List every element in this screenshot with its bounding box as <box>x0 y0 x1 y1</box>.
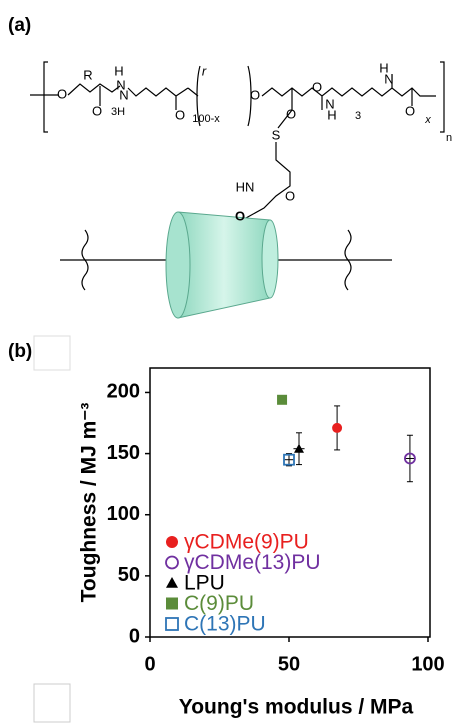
legend-marker <box>166 598 178 610</box>
atom-label: O <box>235 208 245 223</box>
y-tick-label: 100 <box>107 503 140 525</box>
cyclodextrin <box>166 212 278 318</box>
atom-label: N <box>384 71 393 86</box>
y-axis-label: Toughness / MJ m⁻³ <box>78 403 101 603</box>
atom-label: O <box>285 188 295 203</box>
blank-box <box>34 336 70 370</box>
atom-label: H <box>114 63 123 78</box>
atom-label: O <box>286 106 296 121</box>
marker <box>332 423 342 433</box>
atom-label: O <box>57 86 67 101</box>
atom-label: R <box>83 67 92 82</box>
panel-label: (a) <box>8 15 31 36</box>
y-tick-label: 0 <box>129 625 140 647</box>
chart: 0 50 100 150 200 0 50 100 Young's modulus / MPa T… <box>78 381 445 719</box>
legend-marker <box>166 618 178 630</box>
marker <box>277 395 287 405</box>
x-tick-label: 0 <box>144 653 155 675</box>
atom-label: n <box>446 132 452 144</box>
legend-marker <box>166 536 178 548</box>
atom-label: 3H <box>111 106 125 118</box>
atom-label: 100-x <box>192 113 220 125</box>
atom-label: r <box>202 63 207 78</box>
y-tick-label: 50 <box>118 564 140 586</box>
atom-label: H <box>327 107 336 122</box>
y-tick-label: 200 <box>107 381 140 403</box>
x-tick-label: 100 <box>411 653 444 675</box>
atom-label: O <box>405 103 415 118</box>
atom-label: x <box>424 114 431 126</box>
blank-box <box>34 684 70 722</box>
figure: (a) ORHNON3HOr100-xOOONH3HNOxnSOHNO (b) … <box>0 0 457 726</box>
y-tick-label: 150 <box>107 442 140 464</box>
legend-marker <box>166 577 178 588</box>
atom-label: O <box>92 103 102 118</box>
legend-label: C(13)PU <box>184 613 266 636</box>
atom-label: O <box>312 79 322 94</box>
atom-label: HN <box>236 179 255 194</box>
legend-marker <box>166 557 178 569</box>
panel-label: (b) <box>8 341 32 362</box>
x-axis-label: Young's modulus / MPa <box>179 696 414 719</box>
atom-label: O <box>175 107 185 122</box>
x-tick-label: 50 <box>278 653 300 675</box>
atom-label: O <box>250 87 260 102</box>
atom-label: N <box>119 87 128 102</box>
atom-label: S <box>272 127 281 142</box>
atom-label: 3 <box>355 110 361 122</box>
